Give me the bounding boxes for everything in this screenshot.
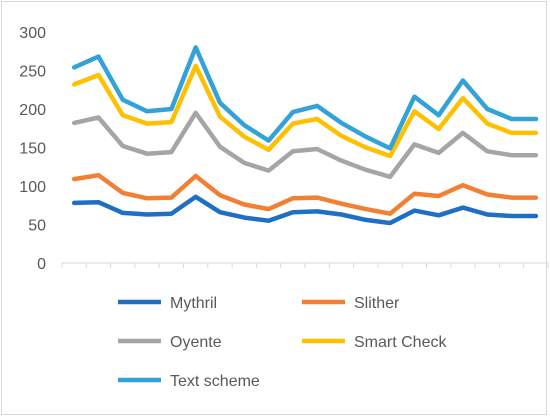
series-line-text-scheme [71,45,539,151]
series-line-smart-check [71,63,539,159]
y-tick-label: 0 [37,256,46,273]
legend-label-mythril: Mythril [170,295,217,312]
axis-layer: 0 50 100 150 200 250 300 [19,25,549,273]
legend-label-text-scheme: Text scheme [170,373,260,390]
series-line-slither [71,172,539,216]
legend-label-smart-check: Smart Check [354,334,447,351]
legend-label-oyente: Oyente [170,334,222,351]
y-tick-label: 300 [19,25,46,42]
y-tick-label: 200 [19,102,46,119]
legend: Mythril Slither Oyente Smart Check Text sche… [118,295,447,390]
y-tick-label: 50 [28,218,46,235]
y-tick-label: 250 [19,64,46,81]
series-line-oyente [71,110,539,180]
y-tick-label: 150 [19,141,46,158]
legend-label-slither: Slither [354,295,400,312]
series-layer [71,45,539,226]
series-line-mythril [71,194,539,226]
y-tick-label: 100 [19,179,46,196]
